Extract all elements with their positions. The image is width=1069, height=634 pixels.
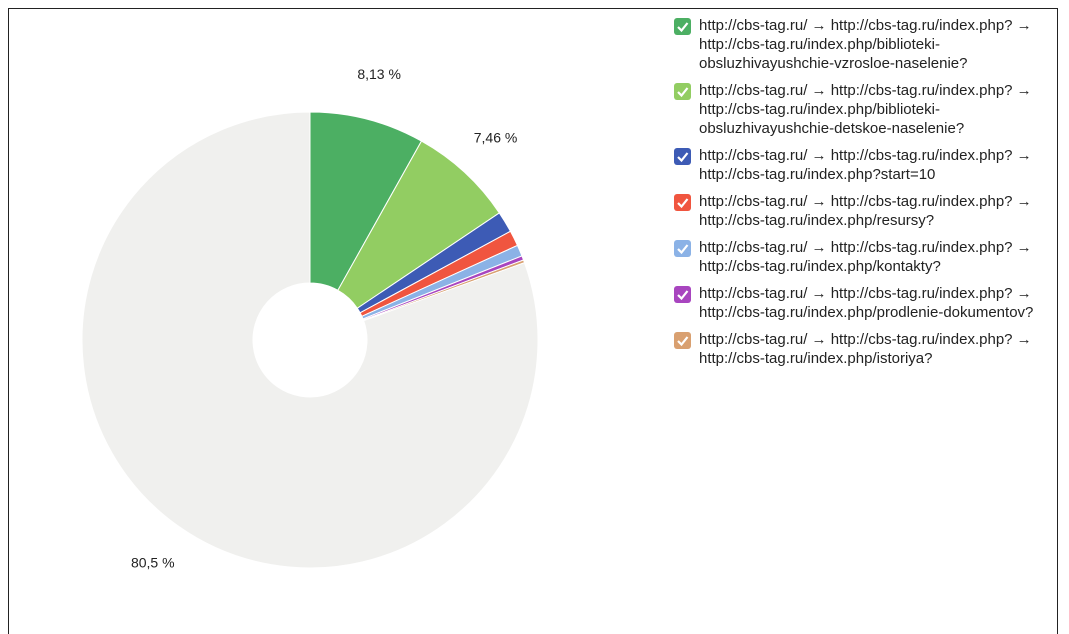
legend-checkbox[interactable]: [674, 18, 691, 35]
legend-label: http://cbs-tag.ru/ → http://cbs-tag.ru/i…: [699, 17, 1032, 72]
legend-label: http://cbs-tag.ru/ → http://cbs-tag.ru/i…: [699, 193, 1032, 229]
legend-label: http://cbs-tag.ru/ → http://cbs-tag.ru/i…: [699, 285, 1034, 321]
legend-item[interactable]: http://cbs-tag.ru/ → http://cbs-tag.ru/i…: [674, 81, 1054, 138]
legend-checkbox[interactable]: [674, 240, 691, 257]
legend-label: http://cbs-tag.ru/ → http://cbs-tag.ru/i…: [699, 147, 1032, 183]
legend-item[interactable]: http://cbs-tag.ru/ → http://cbs-tag.ru/i…: [674, 330, 1054, 368]
legend: http://cbs-tag.ru/ → http://cbs-tag.ru/i…: [674, 16, 1054, 620]
legend-item[interactable]: http://cbs-tag.ru/ → http://cbs-tag.ru/i…: [674, 192, 1054, 230]
legend-label: http://cbs-tag.ru/ → http://cbs-tag.ru/i…: [699, 331, 1032, 367]
legend-checkbox[interactable]: [674, 83, 691, 100]
legend-checkbox[interactable]: [674, 332, 691, 349]
slice-label: 7,46 %: [474, 130, 518, 146]
slice-label: 8,13 %: [357, 66, 401, 82]
legend-checkbox[interactable]: [674, 194, 691, 211]
frame: [8, 8, 1058, 634]
chart: 8,13 % 7,46 % 80,5 %: [81, 66, 539, 571]
legend-item[interactable]: http://cbs-tag.ru/ → http://cbs-tag.ru/i…: [674, 146, 1054, 184]
pie-slice: [309, 111, 423, 291]
legend-item[interactable]: http://cbs-tag.ru/ → http://cbs-tag.ru/i…: [674, 16, 1054, 73]
legend-checkbox[interactable]: [674, 148, 691, 165]
legend-item[interactable]: http://cbs-tag.ru/ → http://cbs-tag.ru/i…: [674, 238, 1054, 276]
legend-checkbox[interactable]: [674, 286, 691, 303]
slice-label: 80,5 %: [131, 555, 175, 571]
pie-slice: [81, 111, 539, 569]
legend-item[interactable]: http://cbs-tag.ru/ → http://cbs-tag.ru/i…: [674, 284, 1054, 322]
legend-label: http://cbs-tag.ru/ → http://cbs-tag.ru/i…: [699, 82, 1032, 137]
legend-label: http://cbs-tag.ru/ → http://cbs-tag.ru/i…: [699, 239, 1032, 275]
